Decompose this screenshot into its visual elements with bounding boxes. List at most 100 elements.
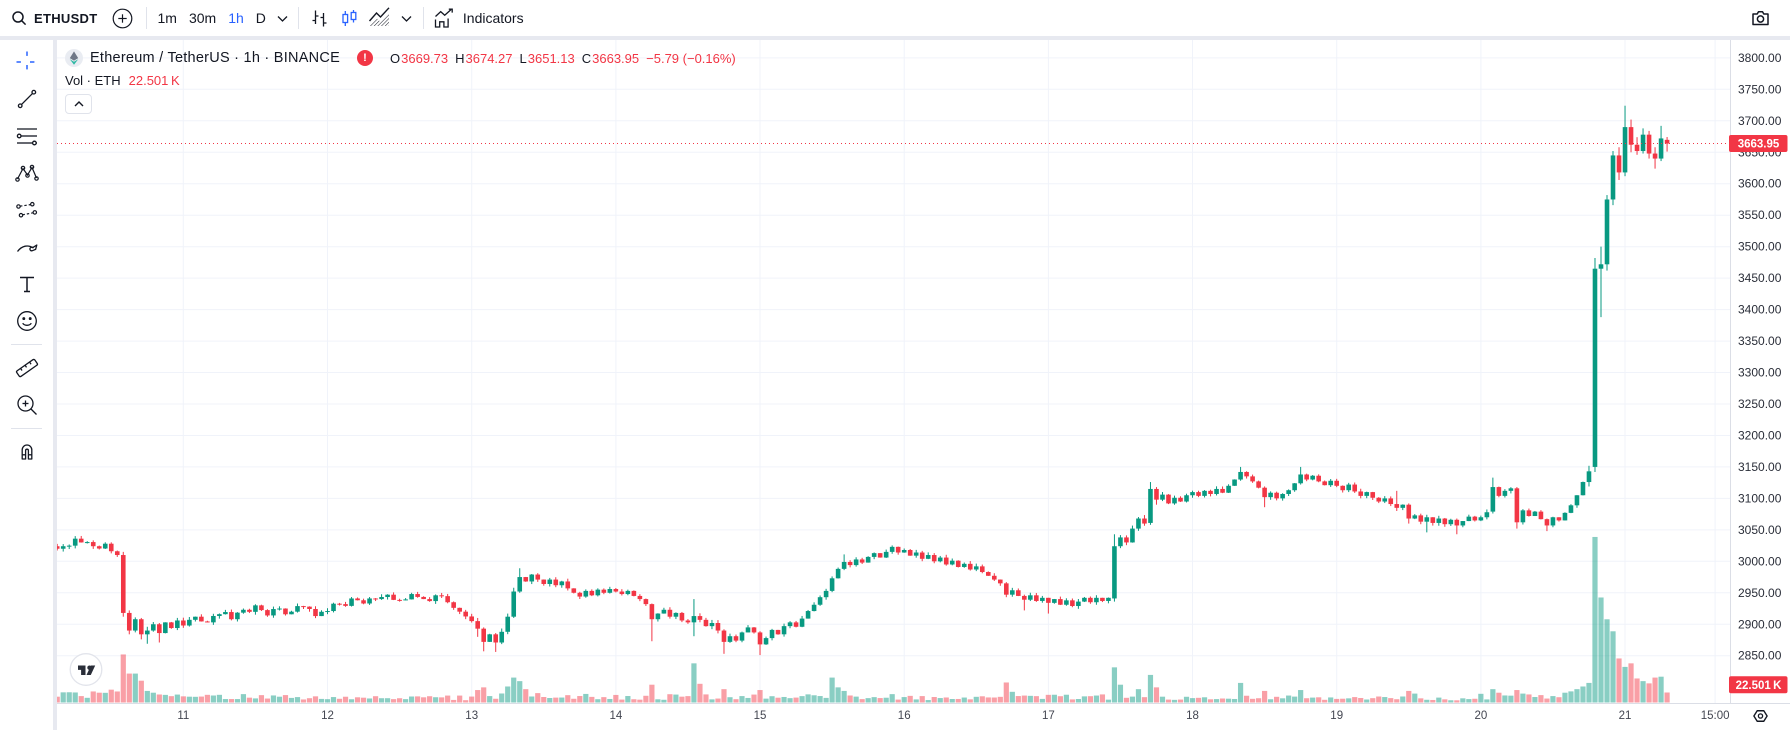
volume-bar: [1195, 697, 1202, 703]
candle-body: [1274, 492, 1279, 499]
volume-bar: [1400, 696, 1406, 703]
candle-body: [493, 634, 499, 643]
interval-menu-button[interactable]: [272, 3, 294, 33]
time-axis-label: 20: [1475, 710, 1488, 722]
tool-brush[interactable]: [8, 229, 46, 265]
axis-settings-icon[interactable]: [1753, 710, 1768, 722]
candle-body: [223, 612, 228, 615]
candle-body: [1238, 471, 1243, 480]
candle-body: [799, 618, 805, 627]
volume-bar: [649, 684, 655, 703]
candle-body: [373, 598, 378, 600]
candle-body: [619, 591, 625, 595]
tool-magnet[interactable]: [8, 434, 46, 470]
tool-zoom-in[interactable]: [8, 387, 46, 423]
volume-bar: [907, 695, 913, 703]
candle-body: [1328, 480, 1333, 486]
volume-bar: [1075, 699, 1081, 703]
compare-add-button[interactable]: [109, 3, 137, 33]
indicators-button[interactable]: Indicators: [432, 3, 524, 33]
candle-body: [1646, 134, 1652, 154]
tool-trend-line[interactable]: [8, 81, 46, 117]
volume-bar: [1352, 697, 1358, 703]
tool-ruler[interactable]: [8, 350, 46, 386]
candle-body: [1400, 504, 1406, 508]
tool-xabcd-pattern[interactable]: [8, 155, 46, 191]
interval-1m[interactable]: 1m: [157, 10, 177, 26]
time-axis[interactable]: 11 12 13 14 15 16 17 18 19 20 21 15:00: [57, 703, 1790, 723]
interval-D[interactable]: D: [255, 10, 266, 26]
candle-body: [709, 623, 715, 627]
volume-bar: [973, 696, 979, 703]
volume-bar: [1454, 700, 1460, 703]
candle-body: [919, 552, 925, 559]
symbol-search-button[interactable]: ETHUSDT: [6, 3, 103, 33]
forecast-icon: [13, 196, 41, 224]
candles-style-icon: [338, 7, 361, 30]
candle-body: [535, 574, 541, 580]
interval-30m[interactable]: 30m: [188, 10, 217, 26]
volume-bar: [1286, 695, 1292, 703]
candle-body: [697, 616, 703, 620]
volume-bar: [1394, 699, 1400, 703]
chart-pane[interactable]: 2850.00 2900.00 2950.00 3000.00 3050.00 3100.…: [57, 38, 1790, 730]
volume-bar: [421, 697, 427, 703]
candle-body: [169, 622, 174, 629]
candle-body: [1544, 519, 1550, 526]
candle-body: [1430, 517, 1436, 523]
volume-bar: [186, 696, 192, 703]
tradingview-watermark[interactable]: [69, 653, 103, 686]
volume-bar: [517, 681, 523, 703]
price-chart[interactable]: 2850.00 2900.00 2950.00 3000.00 3050.00 3100.…: [57, 38, 1790, 730]
volume-bar: [943, 697, 949, 703]
candle-body: [187, 619, 192, 626]
volume-bar: [60, 692, 66, 703]
volume-bar: [877, 698, 883, 703]
tool-crosshair[interactable]: [8, 44, 46, 80]
tool-fib-retracement[interactable]: [8, 118, 46, 154]
chart-style-candles-button[interactable]: [335, 3, 365, 33]
alert-icon[interactable]: !: [357, 50, 373, 66]
volume-bar: [997, 696, 1003, 703]
tool-emoji[interactable]: [8, 303, 46, 339]
candle-body: [1382, 498, 1388, 502]
candle-body: [331, 603, 336, 612]
candle-body: [469, 616, 474, 622]
symbol-title[interactable]: Ethereum / TetherUS · 1h · BINANCE: [90, 50, 340, 66]
candle-body: [529, 574, 535, 582]
candle-body: [1424, 517, 1430, 522]
candle-body: [1370, 492, 1376, 498]
volume-label[interactable]: Vol · ETH: [65, 72, 121, 88]
tool-text[interactable]: [8, 266, 46, 302]
candle-body: [1490, 487, 1496, 512]
candle-body: [60, 546, 66, 549]
volume-bar: [1280, 698, 1286, 703]
interval-1h[interactable]: 1h: [228, 10, 244, 26]
volume-bar: [348, 699, 355, 703]
volume-bar: [1460, 698, 1466, 703]
volume-bar: [1177, 699, 1184, 703]
volume-bar: [1135, 689, 1142, 703]
legend-collapse-button[interactable]: [65, 94, 92, 114]
volume-bar: [475, 690, 481, 703]
price-axis[interactable]: 2850.00 2900.00 2950.00 3000.00 3050.00 3100.…: [1729, 38, 1788, 703]
candle-body: [66, 545, 72, 547]
snapshot-button[interactable]: [1743, 3, 1777, 33]
change-value: −5.79 (−0.16%): [646, 50, 736, 66]
volume-bar: [637, 699, 643, 703]
candle-body: [193, 616, 198, 620]
chart-style-area-button[interactable]: [365, 3, 395, 33]
volume-bar: [270, 695, 277, 703]
volume-bar: [1496, 692, 1502, 703]
last-price-badge: [1729, 135, 1788, 152]
candle-body: [1508, 488, 1514, 491]
chart-style-bars-button[interactable]: [305, 3, 335, 33]
text-icon: [13, 270, 41, 298]
time-axis-label: 12: [321, 710, 334, 722]
tool-forecast[interactable]: [8, 192, 46, 228]
volume-bar: [1009, 691, 1015, 703]
candle-body: [955, 560, 961, 567]
chart-style-menu-button[interactable]: [395, 3, 419, 33]
volume-bar: [1376, 696, 1382, 703]
candle-body: [643, 599, 649, 605]
